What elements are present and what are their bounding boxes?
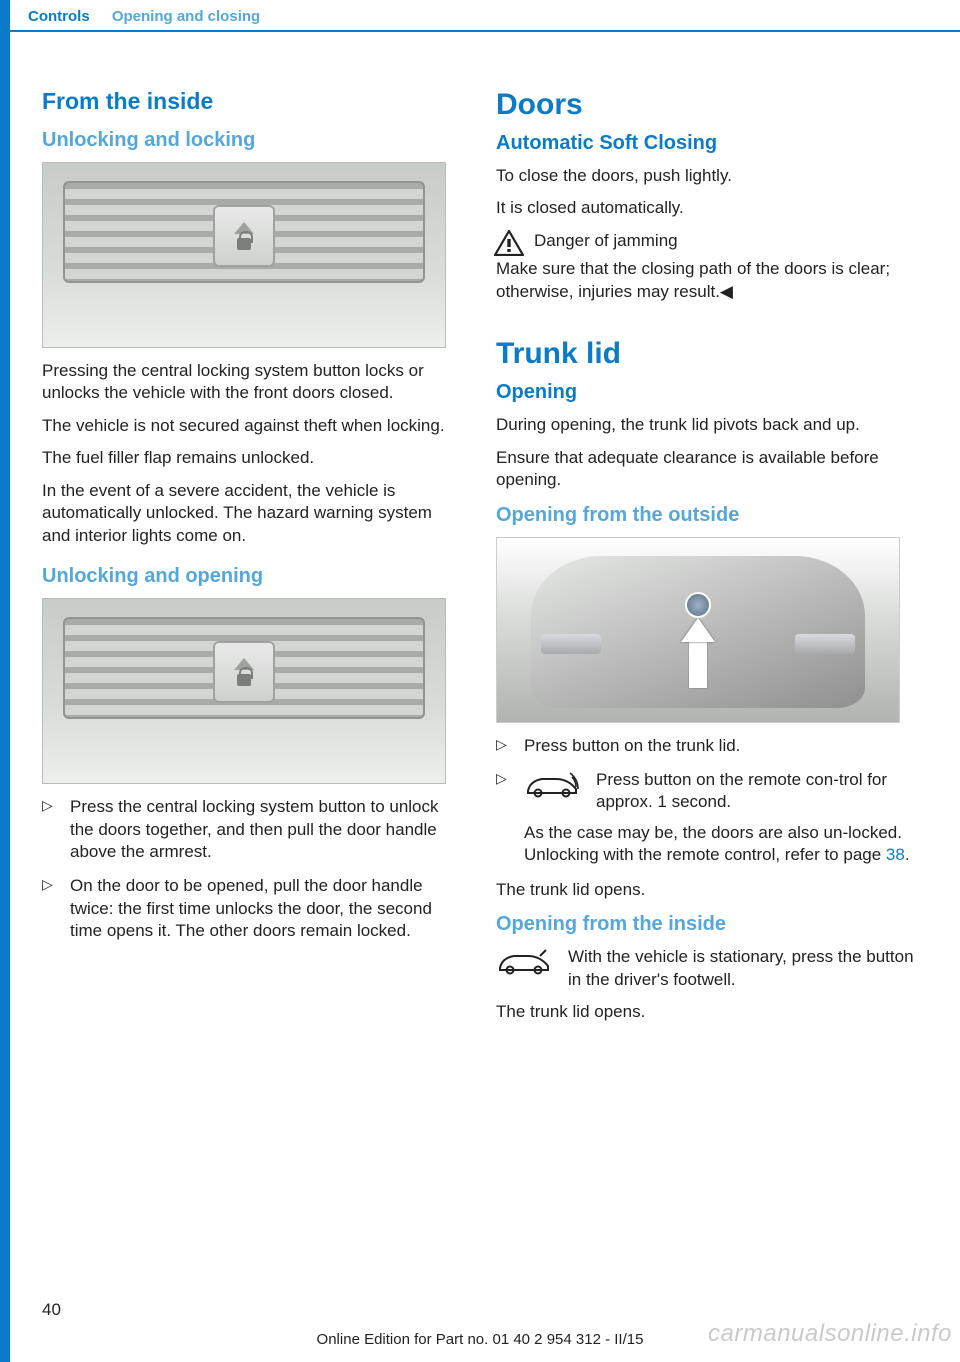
content-columns: From the inside Unlocking and locking Pr…: [42, 88, 918, 1033]
figure-lock-button-2: [42, 598, 446, 784]
inside-icon-row: With the vehicle is stationary, press th…: [496, 946, 918, 991]
para-locking-3: The fuel filler flap remains unlocked.: [42, 447, 464, 469]
breadcrumb-controls: Controls: [28, 8, 90, 25]
remote-car-icon: [524, 769, 580, 799]
para-doors-2: It is closed automatically.: [496, 197, 918, 219]
warning-body: Make sure that the closing path of the d…: [496, 258, 918, 303]
para-locking-4: In the event of a severe accident, the v…: [42, 480, 464, 547]
watermark: carmanualsonline.info: [708, 1320, 952, 1348]
list-unlock-open: Press the central locking system button …: [42, 796, 464, 943]
figure-lock-button-graphic: [213, 205, 275, 267]
warning-triangle-icon: [494, 230, 524, 256]
para-after-li2-dot: .: [905, 845, 910, 864]
para-doors-1: To close the doors, push lightly.: [496, 165, 918, 187]
side-accent-bar: [0, 0, 10, 1362]
footwell-car-icon: [496, 946, 552, 976]
warning-block: Danger of jamming: [496, 230, 918, 256]
heading-trunk-lid: Trunk lid: [496, 337, 918, 371]
page-reference-link[interactable]: 38: [886, 845, 905, 864]
heading-opening-inside: Opening from the inside: [496, 913, 918, 936]
list-item: Press button on the trunk lid.: [496, 735, 918, 757]
para-inside-2: The trunk lid opens.: [496, 1001, 918, 1023]
heading-auto-soft-closing: Automatic Soft Closing: [496, 132, 918, 155]
para-after-li2: As the case may be, the doors are also u…: [524, 822, 918, 867]
para-inside-1: With the vehicle is stationary, press th…: [568, 946, 918, 991]
figure-lock-button-1: [42, 162, 446, 348]
heading-from-inside: From the inside: [42, 88, 464, 115]
list-opening-outside: Press button on the trunk lid. Press but…: [496, 735, 918, 867]
heading-unlocking-locking: Unlocking and locking: [42, 129, 464, 152]
list-item-text: Press button on the remote con‐trol for …: [596, 769, 918, 814]
list-item: Press button on the remote con‐trol for …: [496, 769, 918, 867]
right-column: Doors Automatic Soft Closing To close th…: [496, 88, 918, 1033]
list-item: Press the central locking system button …: [42, 796, 464, 863]
warning-text: Danger of jamming: [534, 230, 918, 256]
para-trunk-opens: The trunk lid opens.: [496, 879, 918, 901]
figure-trunk: [496, 537, 900, 723]
breadcrumb-opening-closing: Opening and closing: [112, 8, 260, 25]
heading-doors: Doors: [496, 88, 918, 122]
figure-lock-button-graphic-2: [213, 641, 275, 703]
para-locking-2: The vehicle is not secured against theft…: [42, 415, 464, 437]
list-item: On the door to be opened, pull the door …: [42, 875, 464, 942]
breadcrumb: Controls Opening and closing: [28, 8, 260, 25]
heading-opening: Opening: [496, 381, 918, 404]
para-opening-2: Ensure that adequate clearance is availa…: [496, 447, 918, 492]
para-after-li2-text: As the case may be, the doors are also u…: [524, 823, 902, 864]
heading-opening-outside: Opening from the outside: [496, 504, 918, 527]
para-locking-1: Pressing the central locking system butt…: [42, 360, 464, 405]
left-column: From the inside Unlocking and locking Pr…: [42, 88, 464, 1033]
heading-unlocking-opening: Unlocking and opening: [42, 565, 464, 588]
warning-title: Danger of jamming: [534, 230, 918, 252]
page-number: 40: [42, 1300, 61, 1320]
para-opening-1: During opening, the trunk lid pivots bac…: [496, 414, 918, 436]
